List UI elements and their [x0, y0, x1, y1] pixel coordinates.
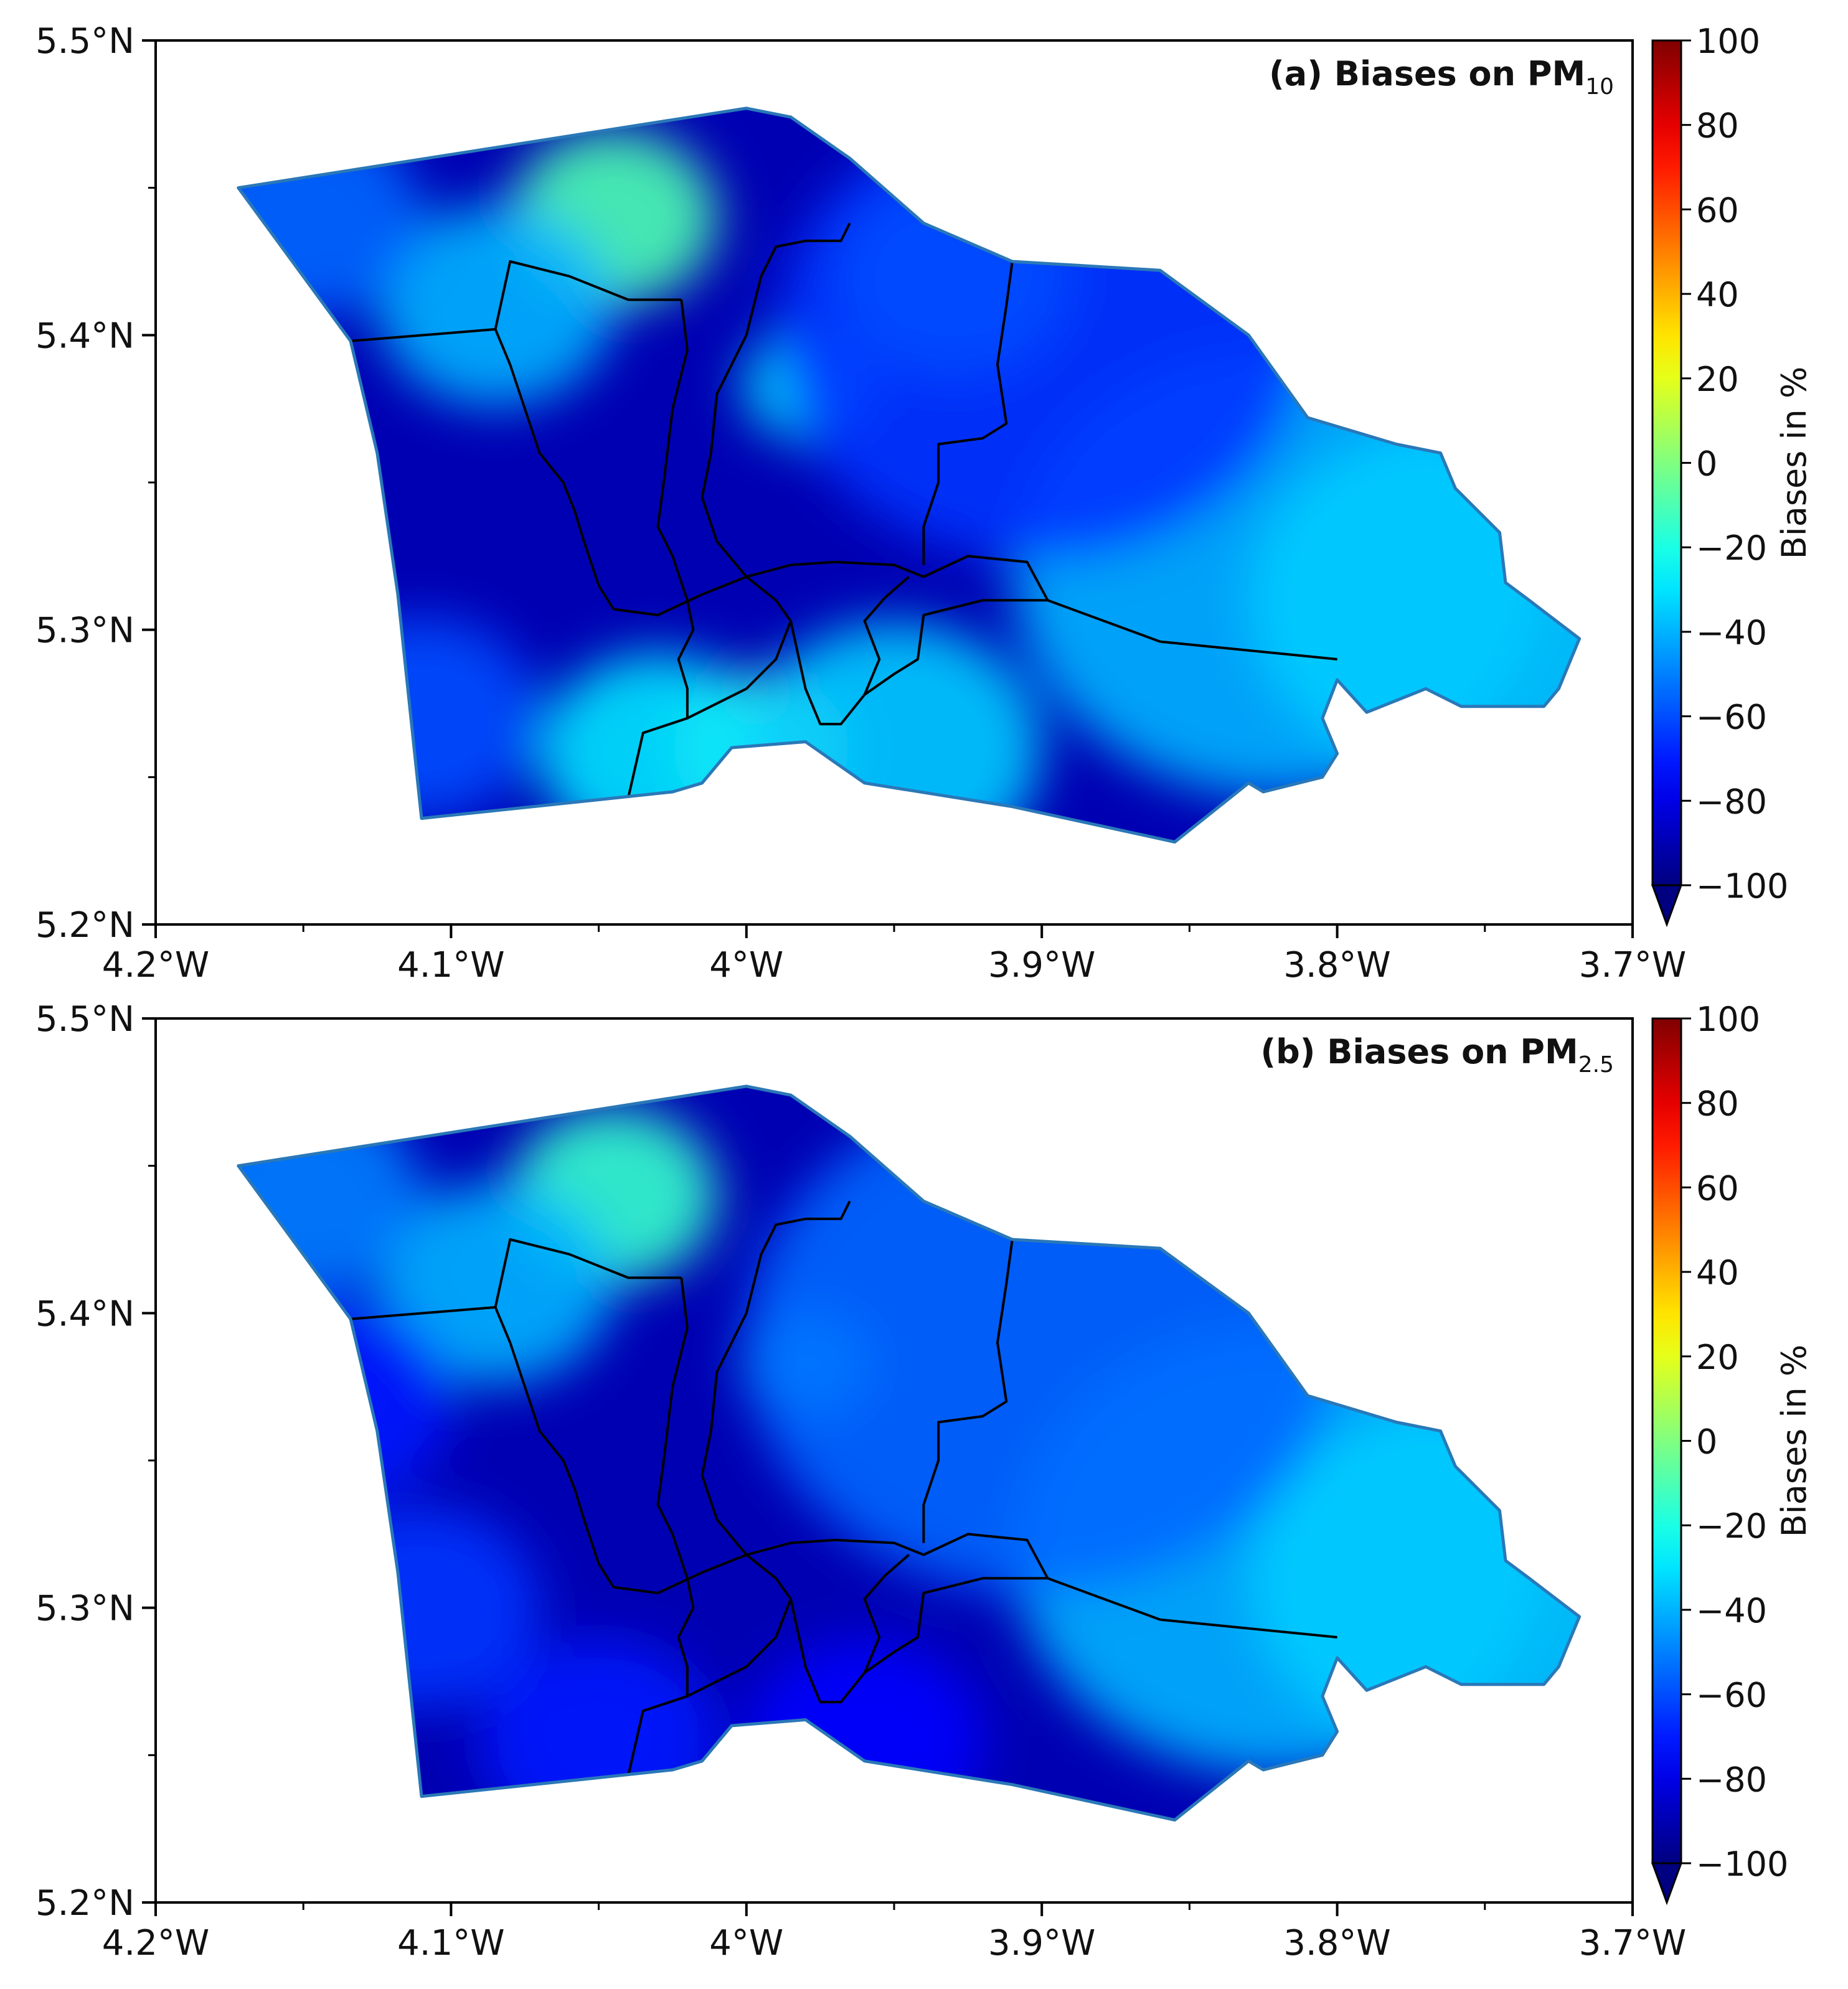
x-tick-label: 3.9°W	[988, 1923, 1095, 1963]
panel-title-subscript: 2.5	[1578, 1052, 1614, 1078]
colorbar-label: Biases in %	[1775, 1345, 1814, 1538]
colorbar-tick-label: 20	[1696, 360, 1739, 399]
colorbar-tick-label: −40	[1696, 1591, 1767, 1630]
district-boundary	[922, 1239, 1014, 1543]
x-tick-label: 4.2°W	[102, 1923, 209, 1963]
x-tick-label: 4°W	[709, 1923, 783, 1963]
y-tick-label: 5.2°N	[35, 905, 134, 946]
colorbar-tick-label: 0	[1696, 1422, 1717, 1462]
colorbar-b: 100 80 60 40 20 0 −20 −40 −60 −80 −100 Biases in %	[1651, 1000, 1814, 1906]
colorbar-tick-label: −60	[1696, 1676, 1767, 1715]
district-boundary	[922, 261, 1014, 565]
x-tick-label: 3.8°W	[1283, 945, 1390, 985]
y-tick-label: 5.3°N	[35, 611, 134, 651]
colorbar-tick-label: 40	[1696, 1253, 1739, 1292]
colorbar-tick-label: 60	[1696, 1168, 1739, 1208]
study-area-outline	[237, 1084, 1582, 1822]
colorbar-extend-min	[1651, 1862, 1683, 1906]
bias-hotspot	[238, 116, 422, 318]
x-tick-label: 3.9°W	[988, 945, 1095, 985]
district-boundary	[613, 1533, 1049, 1594]
district-boundary	[863, 1553, 910, 1673]
colorbar-tick-label: −60	[1696, 698, 1767, 737]
bias-hotspot	[303, 618, 540, 819]
colorbar-tick-label: 100	[1696, 22, 1760, 61]
bias-hotspot	[377, 205, 614, 407]
colorbar-a: 100 80 60 40 20 0 −20 −40 −60 −80 −100 Biases in %	[1651, 22, 1814, 928]
x-tick-label: 3.7°W	[1579, 945, 1686, 985]
colorbar-tick-label: 100	[1696, 1000, 1760, 1039]
colorbar-tick-label: 60	[1696, 190, 1739, 230]
colorbar-gradient	[1652, 40, 1681, 885]
bias-hotspot	[746, 1091, 1337, 1594]
panel-b-pm25-bias-map: 4.2°W 4.1°W 4°W 3.9°W 3.8°W 3.7°W 5.5°N 5.4°N 5.…	[35, 999, 1686, 1963]
y-tick-label: 5.4°N	[35, 1294, 134, 1334]
colorbar-tick-label: −20	[1696, 1507, 1767, 1546]
colorbar-tick-label: −40	[1696, 613, 1767, 652]
colorbar-tick-label: 0	[1696, 444, 1717, 484]
bias-hotspot	[303, 1507, 540, 1708]
x-tick-label: 3.7°W	[1579, 1923, 1686, 1963]
panel-title-text: (b) Biases on PM	[1260, 1032, 1578, 1071]
bias-hotspot	[1248, 1403, 1580, 1754]
panel-title: (b) Biases on PM2.5	[1260, 1032, 1614, 1078]
bias-hotspot	[238, 1301, 451, 1502]
colorbar-tick-label: 40	[1696, 275, 1739, 314]
panel-title: (a) Biases on PM10	[1269, 54, 1614, 100]
district-boundary	[863, 575, 910, 695]
bias-hotspot	[480, 1640, 717, 1820]
district-boundary	[790, 1577, 1337, 1704]
district-boundary	[494, 1307, 615, 1588]
x-tick-label: 4.1°W	[397, 1923, 504, 1963]
x-tick-label: 4.1°W	[397, 945, 504, 985]
y-tick-label: 5.5°N	[35, 999, 134, 1040]
colorbar-label: Biases in %	[1775, 367, 1814, 560]
district-boundary	[494, 329, 615, 610]
y-tick-label: 5.3°N	[35, 1589, 134, 1629]
bias-hotspot	[377, 1183, 614, 1385]
x-tick-label: 4°W	[709, 945, 783, 985]
colorbar-extend-min	[1651, 884, 1683, 928]
colorbar-tick-label: 80	[1696, 1084, 1739, 1124]
colorbar-tick-label: −80	[1696, 1760, 1767, 1799]
y-tick-label: 5.5°N	[35, 21, 134, 62]
district-boundary	[687, 222, 851, 720]
district-boundary	[790, 599, 1337, 726]
colorbar-tick-label: −80	[1696, 782, 1767, 821]
bias-hotspot	[238, 1094, 422, 1296]
colorbar-tick-label: −100	[1696, 1845, 1788, 1884]
panel-a-pm10-bias-map: 4.2°W 4.1°W 4°W 3.9°W 3.8°W 3.7°W 5.5°N 5.4°N 5.…	[35, 21, 1686, 985]
district-boundary	[687, 1200, 851, 1698]
bias-hotspot	[539, 653, 776, 842]
colorbar-tick-label: 20	[1696, 1338, 1739, 1377]
y-tick-label: 5.2°N	[35, 1883, 134, 1924]
colorbar-gradient	[1652, 1018, 1681, 1863]
x-tick-label: 4.2°W	[102, 945, 209, 985]
colorbar-tick-label: −20	[1696, 529, 1767, 568]
colorbar-tick-label: −100	[1696, 867, 1788, 906]
study-area-outline	[237, 106, 1582, 844]
district-boundary	[613, 555, 1049, 616]
bias-hotspot	[1248, 425, 1580, 776]
panel-title-text: (a) Biases on PM	[1269, 54, 1585, 93]
colorbar-tick-label: 80	[1696, 106, 1739, 146]
y-tick-label: 5.4°N	[35, 316, 134, 356]
bias-hotspot	[835, 176, 1072, 377]
panel-title-subscript: 10	[1585, 74, 1614, 100]
x-tick-label: 3.8°W	[1283, 1923, 1390, 1963]
bias-hotspot	[746, 622, 1042, 842]
